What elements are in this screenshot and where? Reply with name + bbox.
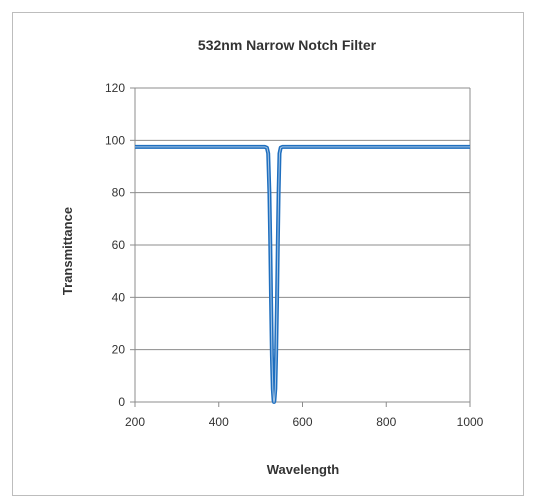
- y-tick-label-80: 80: [112, 186, 126, 200]
- x-tick-label-600: 600: [292, 415, 312, 429]
- chart-frame: [12, 12, 524, 496]
- chart-title: 532nm Narrow Notch Filter: [198, 37, 377, 53]
- series-line-0: [135, 144, 470, 404]
- y-axis-label: Transmittance: [60, 207, 75, 295]
- x-tick-label-800: 800: [376, 415, 396, 429]
- y-tick-label-100: 100: [105, 133, 125, 147]
- y-tick-label-20: 20: [112, 343, 126, 357]
- series-highlight-0: [135, 146, 470, 404]
- x-axis-label: Wavelength: [267, 462, 340, 477]
- x-tick-label-200: 200: [125, 415, 145, 429]
- y-tick-label-60: 60: [112, 238, 126, 252]
- y-tick-label-120: 120: [105, 81, 125, 95]
- x-tick-label-1000: 1000: [457, 415, 484, 429]
- y-tick-label-40: 40: [112, 290, 126, 304]
- y-tick-label-0: 0: [118, 395, 125, 409]
- x-tick-label-400: 400: [209, 415, 229, 429]
